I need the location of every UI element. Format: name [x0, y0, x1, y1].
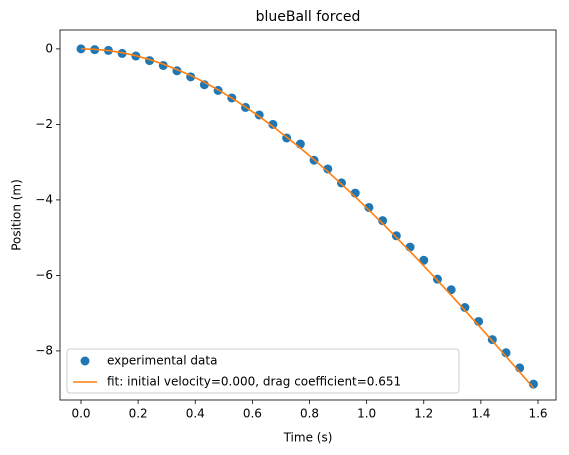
x-tick-label: 0.2 [129, 407, 148, 421]
x-tick-label: 1.4 [471, 407, 490, 421]
x-tick-label: 0.4 [186, 407, 205, 421]
legend-marker [80, 356, 90, 366]
y-tick-label: 0 [45, 41, 53, 55]
y-tick-label: −6 [35, 268, 53, 282]
y-tick-label: −8 [35, 343, 53, 357]
x-axis-label: Time (s) [283, 431, 333, 445]
y-tick-label: −4 [35, 192, 53, 206]
data-point [391, 231, 401, 241]
data-point [460, 303, 470, 312]
x-tick-label: 1.2 [414, 407, 433, 421]
data-point [268, 119, 278, 129]
legend: experimental data fit: initial velocity=0… [66, 348, 460, 394]
data-point [364, 202, 374, 212]
x-tick-label: 1.6 [528, 407, 547, 421]
data-point [199, 80, 209, 90]
y-tick-label: −2 [35, 117, 53, 131]
y-axis-label: Position (m) [10, 179, 24, 251]
axes-frame [59, 29, 557, 401]
data-point [378, 216, 388, 226]
x-tick-label: 0.0 [71, 407, 90, 421]
x-tick-label: 0.6 [243, 407, 262, 421]
chart-title: blueBall forced [256, 9, 361, 25]
data-point [323, 164, 333, 174]
fit-line [80, 48, 535, 389]
legend-box [66, 348, 460, 394]
legend-label: fit: initial velocity=0.000, drag coeffi… [107, 375, 401, 389]
x-tick-label: 0.8 [300, 407, 319, 421]
legend-label: experimental data [107, 354, 217, 368]
x-tick-label: 1.0 [357, 407, 376, 421]
